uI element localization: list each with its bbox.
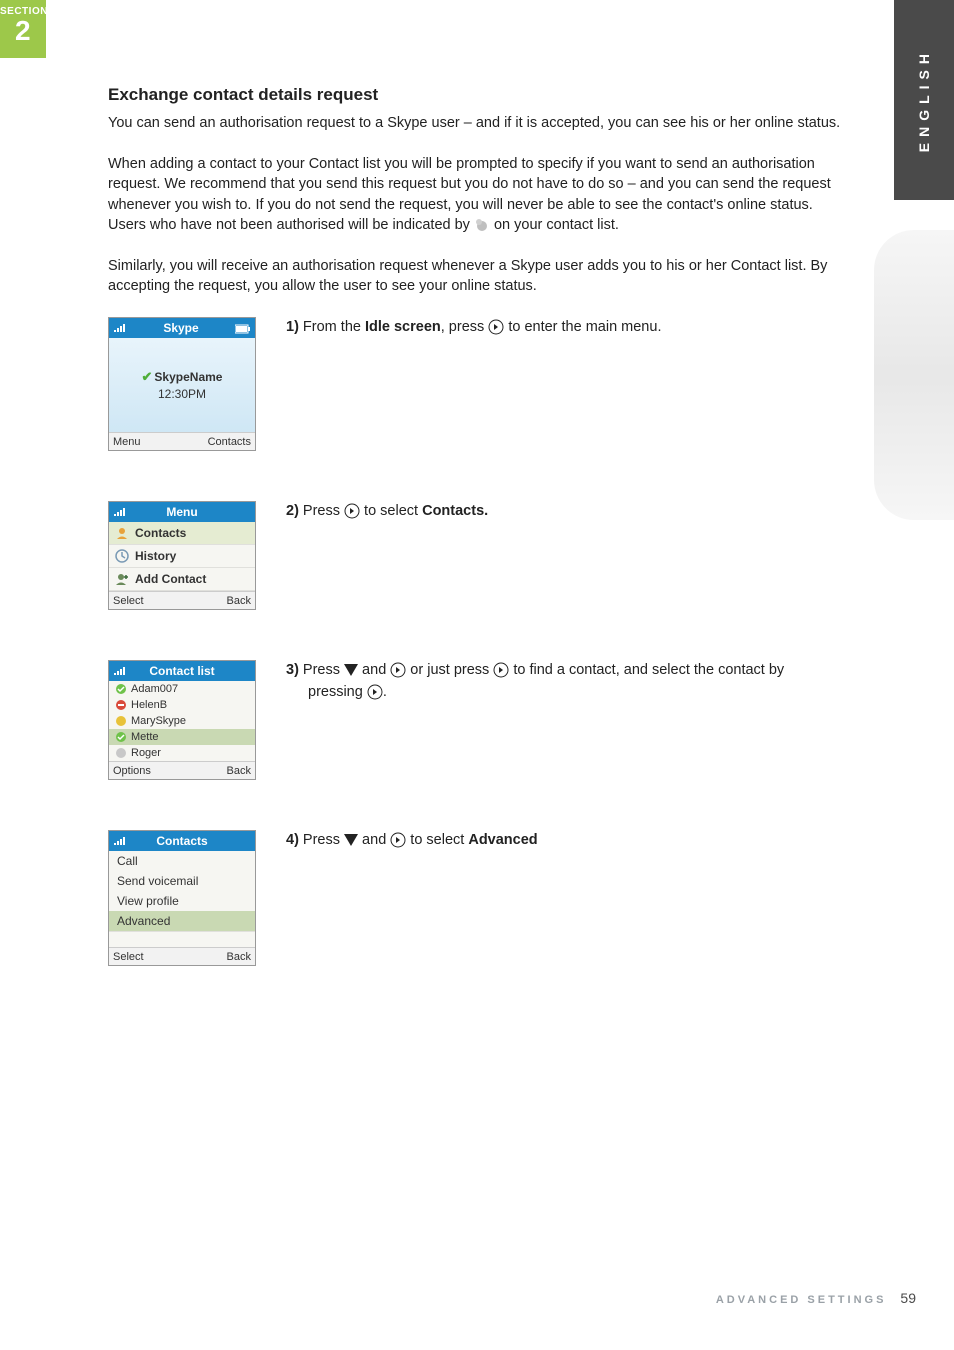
idle-footer: Menu Contacts xyxy=(109,432,255,450)
softkey-right[interactable]: Back xyxy=(227,951,251,963)
step-4-text: 4) Press and to select Advanced xyxy=(286,830,848,852)
nav-down-icon xyxy=(344,834,358,846)
step-1: Skype ✔SkypeName 12:30PM Menu Contacts 1… xyxy=(108,317,848,451)
softkey-left[interactable]: Options xyxy=(113,765,151,777)
history-icon xyxy=(115,549,129,563)
main-content: Exchange contact details request You can… xyxy=(108,85,848,1016)
menu-item-history[interactable]: History xyxy=(109,545,255,568)
idle-title: Skype xyxy=(127,321,235,335)
idle-time: 12:30PM xyxy=(158,387,206,401)
intro-paragraph-3: Similarly, you will receive an authorisa… xyxy=(108,256,848,297)
contact-list-header: Contact list xyxy=(109,661,255,681)
nav-right-icon xyxy=(367,684,383,700)
check-icon: ✔ xyxy=(142,369,153,384)
page-title: Exchange contact details request xyxy=(108,85,848,105)
menu-item-contacts[interactable]: Contacts xyxy=(109,522,255,545)
softkey-left[interactable]: Menu xyxy=(113,436,141,448)
softkey-right[interactable]: Back xyxy=(227,595,251,607)
options-body: Call Send voicemail View profile Advance… xyxy=(109,851,255,947)
step-3: Contact list Adam007 HelenB MarySkype Me… xyxy=(108,660,848,780)
step-1-text: 1) From the Idle screen, press to enter … xyxy=(286,317,848,339)
p2b: on your contact list. xyxy=(494,217,619,233)
options-header: Contacts xyxy=(109,831,255,851)
option-item[interactable]: Call xyxy=(109,851,255,871)
intro-paragraph-2: When adding a contact to your Contact li… xyxy=(108,154,848,236)
page-footer: ADVANCED SETTINGS 59 xyxy=(716,1290,916,1306)
signal-icon xyxy=(113,665,127,677)
idle-name: SkypeName xyxy=(154,370,222,384)
status-online-icon xyxy=(115,731,127,743)
status-dnd-icon xyxy=(115,699,127,711)
option-item[interactable]: View profile xyxy=(109,891,255,911)
menu-footer: Select Back xyxy=(109,591,255,609)
intro-paragraph-1: You can send an authorisation request to… xyxy=(108,113,848,134)
language-tab: ENGLISH xyxy=(894,0,954,200)
menu-body: Contacts History Add Contact xyxy=(109,522,255,591)
signal-icon xyxy=(113,506,127,518)
status-away-icon xyxy=(115,715,127,727)
nav-right-icon xyxy=(488,319,504,335)
battery-icon xyxy=(235,323,251,333)
nav-right-icon xyxy=(390,662,406,678)
option-blank xyxy=(109,931,255,947)
step-2-num: 2) xyxy=(286,503,299,519)
option-item[interactable]: Send voicemail xyxy=(109,871,255,891)
nav-right-icon xyxy=(344,503,360,519)
contact-item[interactable]: HelenB xyxy=(109,697,255,713)
side-photo xyxy=(874,230,954,520)
nav-down-icon xyxy=(344,664,358,676)
p2a: When adding a contact to your Contact li… xyxy=(108,156,831,234)
options-screen: Contacts Call Send voicemail View profil… xyxy=(108,830,256,966)
menu-header: Menu xyxy=(109,502,255,522)
section-tab: SECTION 2 xyxy=(0,0,46,58)
signal-icon xyxy=(113,322,127,334)
idle-header: Skype xyxy=(109,318,255,338)
step-3-text: 3) Press and or just press to find a con… xyxy=(286,660,848,704)
status-online-icon xyxy=(115,683,127,695)
contact-item[interactable]: MarySkype xyxy=(109,713,255,729)
contact-item-selected[interactable]: Mette xyxy=(109,729,255,745)
contact-item[interactable]: Adam007 xyxy=(109,681,255,697)
footer-page-number: 59 xyxy=(900,1290,916,1306)
step-1-num: 1) xyxy=(286,319,299,335)
contact-list-body: Adam007 HelenB MarySkype Mette Roger xyxy=(109,681,255,761)
menu-title: Menu xyxy=(127,505,237,519)
idle-screen: Skype ✔SkypeName 12:30PM Menu Contacts xyxy=(108,317,256,451)
steps: Skype ✔SkypeName 12:30PM Menu Contacts 1… xyxy=(108,317,848,966)
contact-item[interactable]: Roger xyxy=(109,745,255,761)
language-label: ENGLISH xyxy=(916,48,932,152)
step-4-num: 4) xyxy=(286,832,299,848)
step-3-num: 3) xyxy=(286,662,299,678)
nav-right-icon xyxy=(493,662,509,678)
option-item-selected[interactable]: Advanced xyxy=(109,911,255,931)
footer-section-label: ADVANCED SETTINGS xyxy=(716,1294,887,1306)
options-title: Contacts xyxy=(127,834,237,848)
step-4: Contacts Call Send voicemail View profil… xyxy=(108,830,848,966)
softkey-left[interactable]: Select xyxy=(113,951,144,963)
status-offline-icon xyxy=(115,747,127,759)
softkey-right[interactable]: Back xyxy=(227,765,251,777)
softkey-right[interactable]: Contacts xyxy=(208,436,251,448)
menu-screen: Menu Contacts History Add Contact xyxy=(108,501,256,610)
contact-list-title: Contact list xyxy=(127,664,237,678)
nav-right-icon xyxy=(390,832,406,848)
add-contact-icon xyxy=(115,572,129,586)
step-2: Menu Contacts History Add Contact xyxy=(108,501,848,610)
idle-body: ✔SkypeName 12:30PM xyxy=(109,338,255,432)
contact-list-screen: Contact list Adam007 HelenB MarySkype Me… xyxy=(108,660,256,780)
signal-icon xyxy=(113,835,127,847)
menu-item-add-contact[interactable]: Add Contact xyxy=(109,568,255,591)
section-number: 2 xyxy=(0,17,46,45)
softkey-left[interactable]: Select xyxy=(113,595,144,607)
contacts-icon xyxy=(115,526,129,540)
contact-list-footer: Options Back xyxy=(109,761,255,779)
unauthorised-icon xyxy=(474,218,490,232)
step-2-text: 2) Press to select Contacts. xyxy=(286,501,848,523)
options-footer: Select Back xyxy=(109,947,255,965)
